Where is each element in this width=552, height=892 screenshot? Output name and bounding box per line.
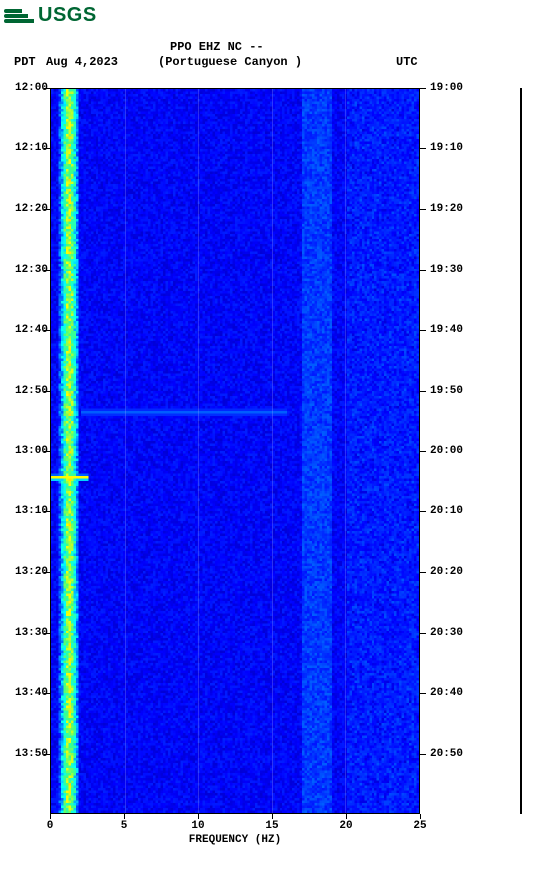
y-left-tick: 12:50 bbox=[0, 385, 48, 397]
x-tick: 25 bbox=[413, 820, 426, 832]
y-left-tick: 12:10 bbox=[0, 142, 48, 154]
x-tick: 15 bbox=[265, 820, 278, 832]
y-left-tick: 12:40 bbox=[0, 324, 48, 336]
y-right-tick: 19:20 bbox=[430, 203, 478, 215]
usgs-logo: USGS bbox=[4, 4, 97, 27]
y-axis-left: 12:0012:1012:2012:3012:4012:5013:0013:10… bbox=[0, 88, 50, 814]
station-code: PPO EHZ NC -- bbox=[170, 40, 264, 54]
y-left-tick: 13:20 bbox=[0, 566, 48, 578]
y-left-tick: 12:00 bbox=[0, 82, 48, 94]
y-right-tick: 19:10 bbox=[430, 142, 478, 154]
spectrogram-canvas bbox=[51, 89, 419, 813]
x-tick: 10 bbox=[191, 820, 204, 832]
x-axis: 0510152025 FREQUENCY (HZ) bbox=[50, 814, 420, 854]
y-axis-right: 19:0019:1019:2019:3019:4019:5020:0020:10… bbox=[428, 88, 478, 814]
x-tick: 20 bbox=[339, 820, 352, 832]
y-right-tick: 19:00 bbox=[430, 82, 478, 94]
y-left-tick: 12:30 bbox=[0, 264, 48, 276]
y-left-tick: 13:50 bbox=[0, 748, 48, 760]
plot-header: PPO EHZ NC -- (Portuguese Canyon ) PDT A… bbox=[0, 40, 552, 76]
x-axis-label: FREQUENCY (HZ) bbox=[189, 834, 281, 846]
y-left-tick: 12:20 bbox=[0, 203, 48, 215]
y-right-tick: 20:30 bbox=[430, 627, 478, 639]
y-right-tick: 19:40 bbox=[430, 324, 478, 336]
x-tick: 5 bbox=[121, 820, 128, 832]
logo-wave-icon bbox=[4, 9, 34, 23]
y-right-tick: 20:00 bbox=[430, 445, 478, 457]
site-name: (Portuguese Canyon ) bbox=[158, 55, 302, 69]
spectrogram-plot: 12:0012:1012:2012:3012:4012:5013:0013:10… bbox=[0, 88, 552, 892]
y-right-tick: 19:50 bbox=[430, 385, 478, 397]
y-right-tick: 20:50 bbox=[430, 748, 478, 760]
spectrogram-area bbox=[50, 88, 420, 814]
y-right-tick: 19:30 bbox=[430, 264, 478, 276]
y-right-tick: 20:10 bbox=[430, 505, 478, 517]
y-left-tick: 13:30 bbox=[0, 627, 48, 639]
y-left-tick: 13:00 bbox=[0, 445, 48, 457]
y-right-tick: 20:40 bbox=[430, 687, 478, 699]
y-left-tick: 13:10 bbox=[0, 505, 48, 517]
record-date: Aug 4,2023 bbox=[46, 55, 118, 69]
x-tick: 0 bbox=[47, 820, 54, 832]
left-timezone: PDT bbox=[14, 55, 36, 69]
logo-text: USGS bbox=[38, 4, 97, 27]
colorbar-placeholder bbox=[520, 88, 522, 814]
y-right-tick: 20:20 bbox=[430, 566, 478, 578]
y-left-tick: 13:40 bbox=[0, 687, 48, 699]
right-timezone: UTC bbox=[396, 55, 418, 69]
